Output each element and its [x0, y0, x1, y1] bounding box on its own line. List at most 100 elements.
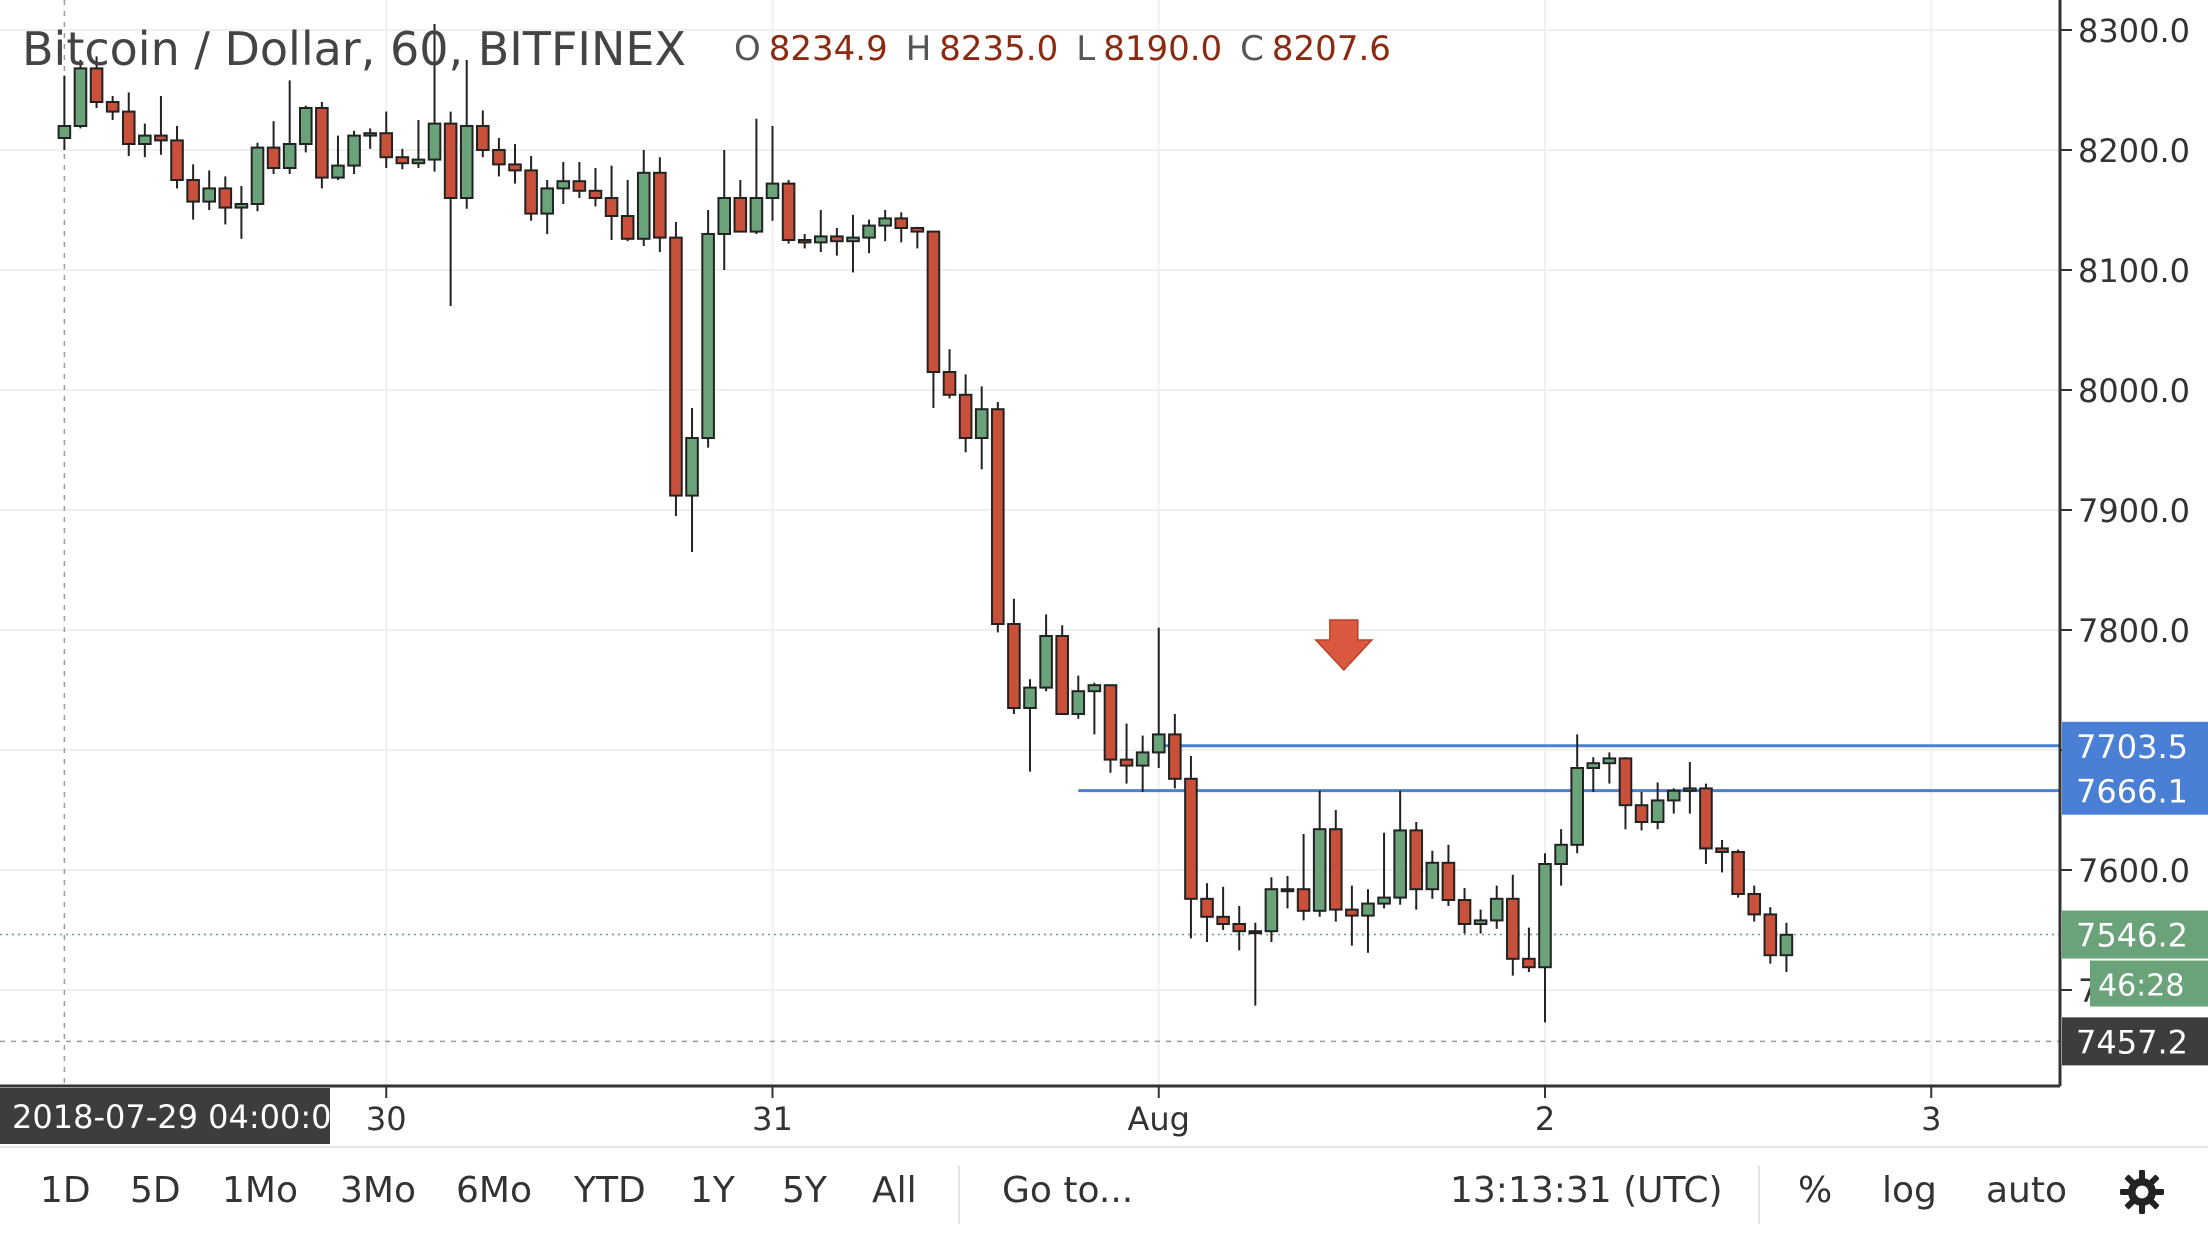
- candle-body: [636, 171, 651, 240]
- candle-body: [1007, 623, 1021, 709]
- candle-body: [1538, 863, 1552, 969]
- candle-body: [1618, 757, 1633, 807]
- candle-body: [121, 110, 136, 145]
- candle-body: [379, 132, 394, 159]
- price-tick-label: 8300.0: [2078, 12, 2190, 50]
- horizontal-levels[interactable]: [1078, 744, 2060, 793]
- candle-body: [1280, 888, 1295, 893]
- time-axis[interactable]: 30 31 Aug 2 3: [366, 1086, 1942, 1138]
- range-button-1y[interactable]: 1Y: [690, 1170, 735, 1211]
- open-label: O: [733, 29, 761, 69]
- high-label: H: [905, 29, 932, 69]
- candle-body: [1039, 635, 1053, 689]
- candle-body: [717, 197, 732, 235]
- arrow-down-shape: [1314, 619, 1374, 672]
- candle-body: [669, 236, 683, 497]
- candle-body: [154, 134, 168, 142]
- level-price-badge: [2062, 766, 2208, 815]
- range-button-3mo[interactable]: 3Mo: [340, 1170, 416, 1211]
- price-badges: 2018-07-29 04:00:00 7703.5 7666.1 7546.2 46:…: [0, 721, 2208, 1144]
- candle-body: [170, 139, 184, 181]
- candle-body: [1683, 787, 1697, 792]
- candle-body: [653, 171, 667, 239]
- price-tick-label: 8100.0: [2078, 252, 2190, 290]
- toolbar-divider: [958, 1166, 960, 1224]
- candle-body: [1441, 861, 1456, 901]
- candle-body: [797, 239, 812, 244]
- candle-body: [572, 180, 587, 192]
- time-tick-label: 30: [366, 1100, 407, 1138]
- candle-body: [1264, 888, 1279, 933]
- candle-body: [492, 149, 506, 166]
- candle-body: [926, 230, 941, 373]
- candle-body: [910, 227, 925, 233]
- candle-body: [1023, 686, 1037, 709]
- crosshair-time-label: 2018-07-29 04:00:00: [12, 1098, 352, 1136]
- chart-header: Bitcoin / Dollar, 60, BITFINEX O 8234.9 H…: [22, 14, 1391, 84]
- candle-body: [1602, 757, 1617, 765]
- range-button-1d[interactable]: 1D: [40, 1170, 91, 1211]
- auto-scale-button[interactable]: auto: [1986, 1170, 2068, 1211]
- candle-body: [1731, 851, 1745, 895]
- candle-body: [1087, 684, 1102, 693]
- range-button-all[interactable]: All: [872, 1170, 917, 1211]
- last-price-badge: [2062, 910, 2208, 959]
- range-button-ytd[interactable]: YTD: [574, 1170, 646, 1211]
- candle-body: [1151, 733, 1166, 754]
- close-label: C: [1240, 29, 1264, 69]
- candle-body: [942, 371, 957, 396]
- candle-body: [1055, 635, 1069, 715]
- candle-body: [1715, 847, 1729, 854]
- toolbar-divider: [1758, 1166, 1760, 1224]
- candle-body: [1650, 799, 1665, 824]
- candle-body: [459, 125, 474, 199]
- candle-body: [749, 197, 764, 233]
- go-to-button[interactable]: Go to...: [1002, 1170, 1134, 1211]
- candle-body: [685, 437, 699, 497]
- candle-body: [202, 187, 217, 203]
- candle-body: [1473, 919, 1488, 926]
- candle-body: [1119, 758, 1134, 767]
- candle-body: [1634, 804, 1649, 824]
- candle-body: [57, 125, 72, 139]
- candle-body: [620, 215, 635, 240]
- price-axis[interactable]: 8300.08200.08100.08000.07900.07800.07700…: [2060, 12, 2190, 1010]
- symbol-title[interactable]: Bitcoin / Dollar, 60, BITFINEX: [22, 22, 686, 76]
- candle-body: [958, 393, 973, 439]
- candle-body: [1763, 913, 1778, 957]
- candlestick-series: [57, 24, 1794, 1023]
- candle-body: [282, 143, 297, 169]
- range-button-5y[interactable]: 5Y: [782, 1170, 827, 1211]
- countdown-badge: [2090, 960, 2208, 1007]
- range-button-6mo[interactable]: 6Mo: [456, 1170, 532, 1211]
- candle-body: [266, 146, 281, 170]
- percent-scale-button[interactable]: %: [1798, 1170, 1833, 1211]
- utc-clock[interactable]: 13:13:31 (UTC): [1450, 1170, 1723, 1211]
- candle-body: [1296, 888, 1311, 912]
- candle-body: [1248, 930, 1263, 935]
- countdown-label: 46:28: [2098, 969, 2184, 1004]
- range-button-1mo[interactable]: 1Mo: [222, 1170, 298, 1211]
- candle-body: [781, 182, 796, 242]
- price-chart[interactable]: 8300.08200.08100.08000.07900.07800.07700…: [0, 0, 2208, 1146]
- open-value: 8234.9: [768, 29, 888, 69]
- candle-body: [1184, 777, 1198, 900]
- candle-body: [1489, 897, 1504, 922]
- candle-body: [1071, 690, 1086, 716]
- range-button-5d[interactable]: 5D: [130, 1170, 181, 1211]
- candle-body: [991, 408, 1005, 626]
- candle-body: [1666, 789, 1681, 802]
- candle-body: [1586, 762, 1601, 770]
- candle-body: [765, 182, 780, 200]
- level-price-label: 7666.1: [2076, 773, 2188, 811]
- candle-body: [395, 156, 410, 165]
- candle-body: [315, 107, 329, 179]
- log-scale-button[interactable]: log: [1882, 1170, 1937, 1211]
- candle-body: [443, 122, 458, 199]
- candle-body: [1135, 751, 1150, 767]
- candle-body: [1409, 829, 1424, 891]
- crosshair-price-badge: [2062, 1017, 2208, 1066]
- candle-body: [1457, 899, 1472, 925]
- candle-body: [427, 122, 442, 161]
- gear-icon[interactable]: [2118, 1168, 2166, 1216]
